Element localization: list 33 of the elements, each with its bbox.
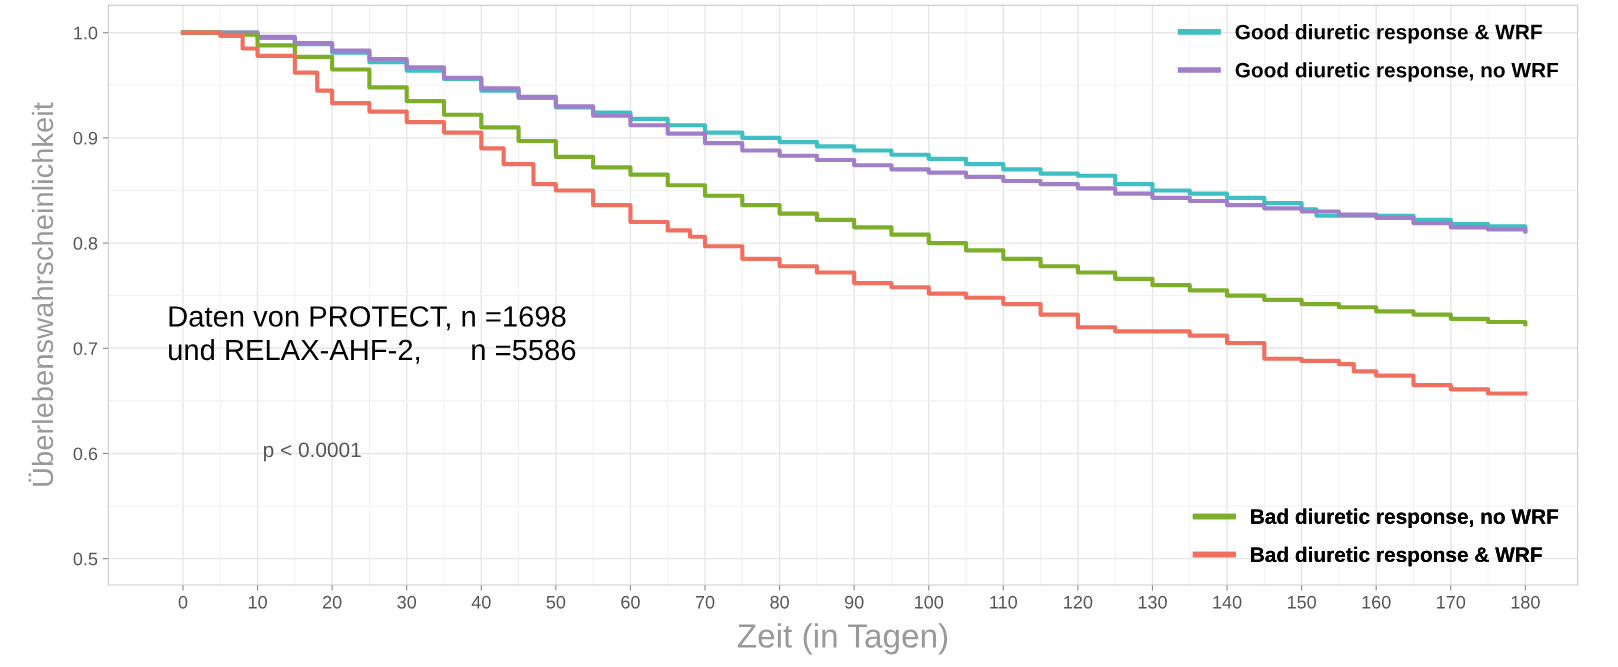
x-tick-label: 30	[397, 595, 417, 609]
x-tick-label: 170	[1437, 595, 1466, 609]
x-tick-label: 80	[770, 595, 789, 609]
x-tick-label: 120	[1064, 595, 1093, 609]
x-tick-label: 130	[1138, 595, 1167, 609]
legend-label: Bad diuretic response & WRF	[1251, 546, 1542, 567]
legend-label: Good diuretic response & WRF	[1235, 24, 1542, 44]
x-tick-label: 110	[990, 595, 1018, 609]
x-tick-label: 150	[1287, 595, 1316, 609]
x-axis-title: Zeit (in Tagen)	[737, 623, 948, 655]
y-axis-title: Überlebenswahrscheinlichkeit	[28, 102, 54, 486]
y-tick-label: 0.9	[73, 131, 98, 145]
x-tick-label: 20	[323, 595, 342, 609]
x-tick-label: 140	[1213, 595, 1242, 609]
annotation: p < 0.0001	[264, 442, 361, 462]
x-tick-label: 0	[178, 595, 188, 609]
y-tick-label: 0.7	[73, 342, 98, 355]
annotation: Daten von PROTECT, n =1698 und RELAX-AHF-2, n =5586	[169, 306, 576, 364]
x-tick-label: 160	[1362, 595, 1391, 609]
y-tick-label: 0.5	[73, 552, 98, 566]
legend-label: Bad diuretic response, no WRF	[1251, 508, 1559, 529]
y-tick-label: 0.8	[73, 237, 98, 250]
legend-label: Good diuretic response, no WRF	[1235, 62, 1559, 82]
x-tick-label: 90	[844, 595, 864, 609]
x-tick-label: 70	[695, 595, 715, 609]
x-tick-label: 10	[248, 595, 267, 609]
x-tick-label: 180	[1511, 595, 1540, 609]
y-tick-label: 1.0	[74, 26, 98, 40]
x-tick-label: 100	[915, 595, 944, 609]
x-tick-label: 50	[546, 595, 566, 609]
y-tick-label: 0.6	[73, 447, 98, 461]
x-tick-label: 40	[471, 595, 491, 609]
x-tick-label: 60	[621, 595, 640, 609]
